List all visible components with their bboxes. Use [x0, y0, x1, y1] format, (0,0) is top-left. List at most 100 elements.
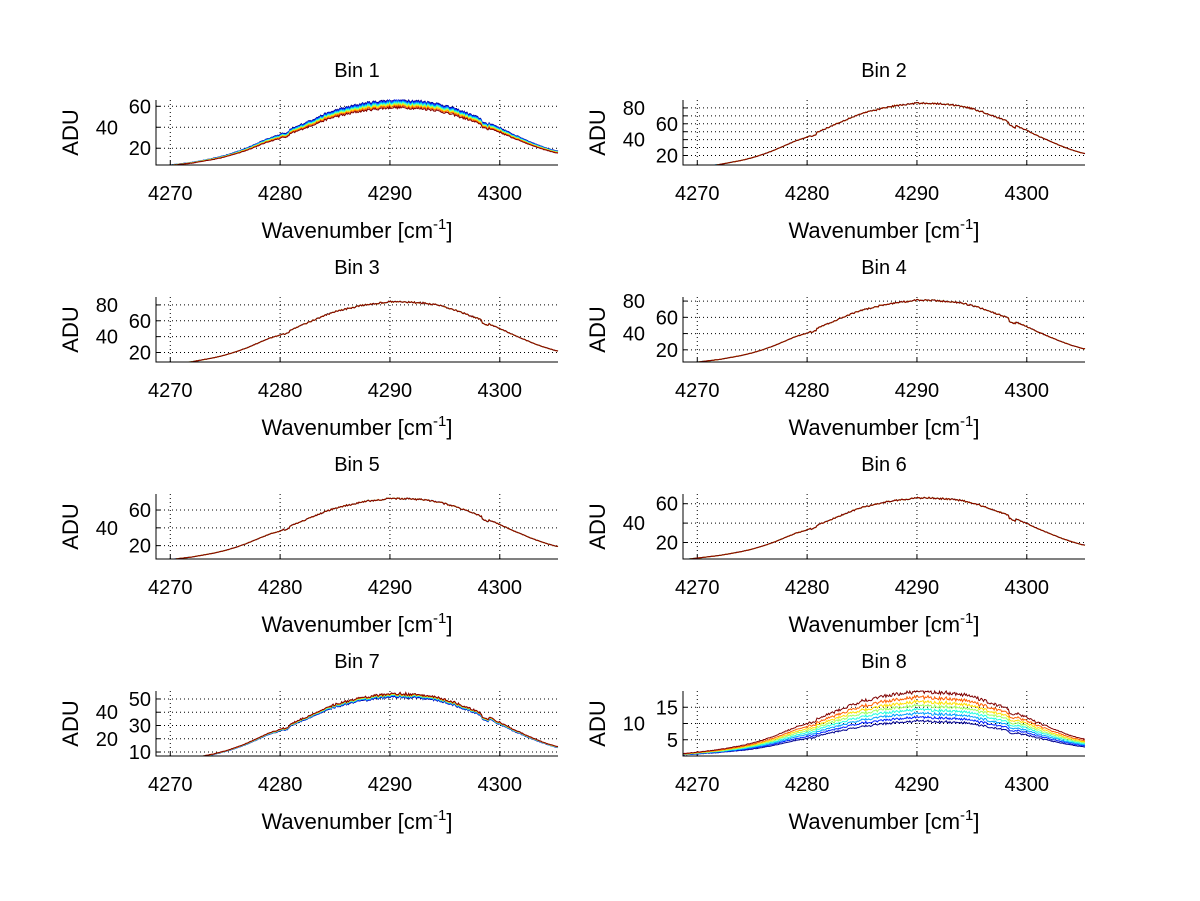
- x-axis-label-text: Wavenumber [cm: [788, 415, 960, 440]
- x-tick-label: 4290: [895, 183, 940, 205]
- y-axis-label: ADU: [58, 700, 83, 746]
- subplot-title: Bin 4: [861, 257, 907, 279]
- series-line-8: [156, 497, 558, 560]
- axes-frame: [155, 100, 558, 166]
- y-tick-label: 60: [129, 96, 151, 118]
- subplot-title: Bin 7: [334, 651, 380, 673]
- series-line-2: [156, 497, 559, 560]
- series-line-8: [683, 298, 1086, 363]
- x-axis-label: Wavenumber [cm-1]: [788, 216, 979, 243]
- x-tick-label: 4280: [258, 183, 303, 205]
- x-tick-label: 4270: [675, 380, 720, 402]
- x-axis-label-text: Wavenumber [cm: [788, 612, 960, 637]
- x-tick-label: 4270: [148, 577, 193, 599]
- series-line-6: [156, 102, 559, 166]
- x-axis-label-close: ]: [973, 612, 979, 637]
- y-axis-label: ADU: [585, 109, 610, 155]
- x-axis-label: Wavenumber [cm-1]: [788, 413, 979, 440]
- y-tick-label: 40: [623, 324, 645, 346]
- x-tick-label: 4290: [368, 183, 413, 205]
- y-tick-label: 40: [96, 327, 118, 349]
- x-tick-label: 4300: [1005, 183, 1050, 205]
- x-axis-label: Wavenumber [cm-1]: [261, 807, 452, 834]
- x-axis-label-superscript: -1: [433, 216, 446, 233]
- y-tick-label: 80: [623, 98, 645, 120]
- y-tick-label: 40: [96, 518, 118, 540]
- axes-frame: [682, 297, 1085, 363]
- series-line-1: [683, 496, 1086, 560]
- x-axis-label-superscript: -1: [433, 413, 446, 430]
- y-tick-label: 20: [129, 536, 151, 558]
- x-axis-label-close: ]: [973, 218, 979, 243]
- x-tick-label: 4290: [895, 774, 940, 796]
- y-tick-label: 5: [667, 730, 678, 752]
- x-axis-label: Wavenumber [cm-1]: [788, 610, 979, 637]
- series-line-6: [683, 298, 1086, 363]
- series-line-6: [156, 497, 559, 560]
- y-tick-label: 60: [656, 494, 678, 516]
- x-tick-label: 4280: [785, 380, 830, 402]
- x-tick-label: 4280: [785, 577, 830, 599]
- y-tick-label: 80: [623, 291, 645, 313]
- y-tick-label: 60: [656, 114, 678, 136]
- x-axis-label-text: Wavenumber [cm: [788, 809, 960, 834]
- x-tick-label: 4280: [258, 774, 303, 796]
- series-line-7: [683, 298, 1086, 363]
- series-line-4: [683, 298, 1086, 363]
- x-tick-label: 4300: [478, 774, 523, 796]
- x-tick-label: 4300: [478, 183, 523, 205]
- subplot-title: Bin 2: [861, 60, 907, 82]
- x-tick-label: 4290: [895, 380, 940, 402]
- y-tick-label: 60: [129, 311, 151, 333]
- x-axis-label-text: Wavenumber [cm: [261, 809, 433, 834]
- x-axis-label: Wavenumber [cm-1]: [261, 216, 452, 243]
- x-tick-label: 4270: [148, 183, 193, 205]
- series-line-3: [156, 497, 559, 560]
- series-line-2: [683, 298, 1086, 363]
- y-axis-label: ADU: [585, 700, 610, 746]
- series-line-4: [682, 707, 1086, 755]
- x-tick-label: 4300: [1005, 774, 1050, 796]
- series-line-4: [156, 497, 559, 560]
- y-tick-label: 60: [656, 307, 678, 329]
- subplot-bin-6: 4270 4280 4290 4300 20 40 60 Bin 6 ADU Wavenumber…: [585, 454, 1086, 637]
- series-line-7: [156, 103, 558, 166]
- x-tick-label: 4290: [368, 577, 413, 599]
- x-axis-label-close: ]: [446, 415, 452, 440]
- subplot-title: Bin 1: [334, 60, 380, 82]
- x-axis-label: Wavenumber [cm-1]: [261, 610, 452, 637]
- y-tick-label: 40: [96, 117, 118, 139]
- y-tick-label: 20: [656, 533, 678, 555]
- y-tick-label: 80: [96, 295, 118, 317]
- axes-frame: [155, 494, 558, 560]
- x-tick-label: 4270: [675, 774, 720, 796]
- y-tick-label: 15: [656, 697, 678, 719]
- y-tick-label: 40: [623, 130, 645, 152]
- x-axis-label-superscript: -1: [433, 807, 446, 824]
- series-line-8: [156, 105, 559, 166]
- series-line-7: [683, 496, 1086, 560]
- y-axis-label: ADU: [58, 306, 83, 352]
- x-tick-label: 4300: [1005, 577, 1050, 599]
- series-line-5: [682, 703, 1086, 755]
- x-tick-label: 4300: [478, 380, 523, 402]
- x-axis-label-superscript: -1: [960, 807, 973, 824]
- subplot-bin-7: 4270 4280 4290 4300 10 20 30 40 50 Bin 7 ADU Wavenu…: [58, 651, 559, 834]
- x-axis-label-close: ]: [446, 809, 452, 834]
- x-tick-label: 4270: [148, 380, 193, 402]
- x-axis-label-close: ]: [973, 415, 979, 440]
- x-tick-label: 4290: [368, 380, 413, 402]
- series-line-7: [156, 497, 558, 560]
- x-tick-label: 4270: [675, 577, 720, 599]
- series-line-3: [682, 711, 1085, 756]
- x-axis-label-superscript: -1: [960, 413, 973, 430]
- subplot-bin-3: 4270 4280 4290 4300 20 40 60 80 Bin 3 ADU Wavenumb…: [58, 257, 559, 440]
- x-tick-label: 4290: [895, 577, 940, 599]
- x-tick-label: 4270: [148, 774, 193, 796]
- y-axis-label: ADU: [585, 306, 610, 352]
- x-axis-label-close: ]: [973, 809, 979, 834]
- series-line-6: [683, 496, 1086, 560]
- series-line-8: [683, 496, 1086, 560]
- subplot-bin-5: 4270 4280 4290 4300 20 40 60 Bin 5 ADU Wavenumber…: [58, 454, 559, 637]
